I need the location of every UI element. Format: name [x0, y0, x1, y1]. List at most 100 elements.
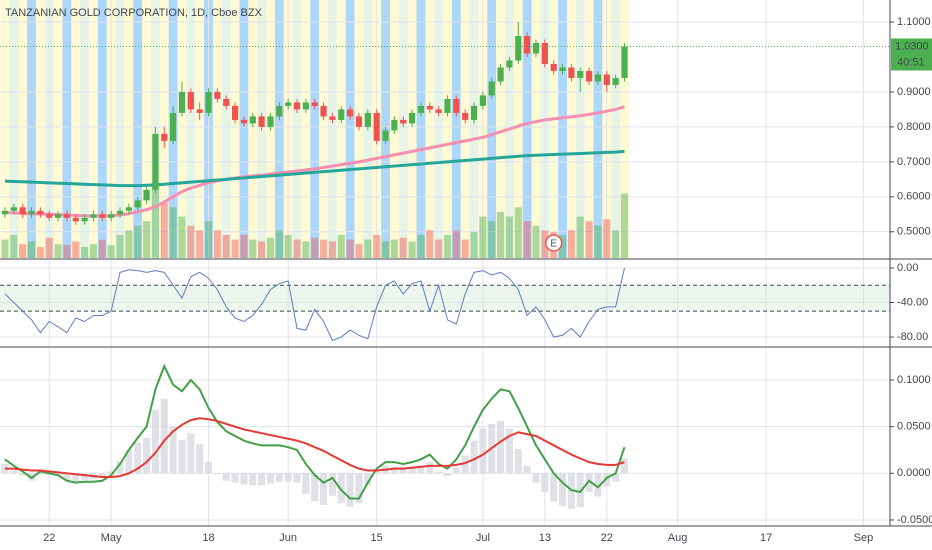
candle-body — [391, 119, 398, 131]
y-tick-label: -80.00 — [897, 331, 928, 343]
volume-bar — [399, 237, 407, 258]
x-tick-label: 22 — [601, 532, 613, 544]
y-tick-label: 0.0500 — [897, 421, 931, 433]
volume-bar — [151, 184, 159, 258]
volume-bar — [10, 234, 18, 258]
volume-bar — [497, 211, 505, 258]
bg-stripe — [133, 0, 143, 258]
histogram-bar — [612, 473, 620, 482]
candle-body — [170, 112, 177, 141]
candle-body — [125, 207, 132, 211]
volume-bar — [134, 225, 142, 258]
histogram-bar — [470, 440, 478, 474]
candle-body — [311, 102, 318, 106]
volume-bar — [311, 237, 319, 258]
candle-body — [320, 105, 327, 117]
histogram-bar — [479, 428, 487, 474]
volume-bar — [231, 239, 239, 258]
volume-bar — [81, 246, 89, 258]
histogram-bar — [550, 473, 558, 502]
volume-bar — [505, 216, 513, 258]
bg-stripe — [434, 0, 444, 258]
candle-body — [276, 105, 283, 117]
volume-bar — [54, 244, 62, 258]
candle-body — [90, 214, 97, 218]
candle-body — [72, 217, 79, 222]
volume-bar — [532, 225, 540, 258]
histogram-bar — [169, 426, 177, 474]
bg-stripe — [9, 0, 19, 258]
bg-stripe — [53, 0, 63, 258]
volume-bar — [160, 202, 168, 258]
volume-bar — [461, 239, 469, 258]
histogram-bar — [576, 473, 584, 507]
last-price-label: 1.0300 — [895, 40, 929, 52]
histogram-bar — [390, 466, 398, 474]
bg-stripe — [27, 0, 36, 258]
candle-body — [550, 63, 557, 71]
volume-bar — [293, 239, 301, 258]
volume-bar — [125, 230, 133, 258]
histogram-bar — [143, 437, 151, 474]
histogram-bar — [293, 473, 301, 483]
indicator-line — [4, 267, 625, 342]
level-band — [0, 285, 890, 312]
histogram-bar — [373, 471, 381, 474]
bg-stripe — [239, 0, 249, 258]
histogram-bar — [19, 473, 27, 476]
candle-body — [541, 43, 548, 64]
bg-stripe — [177, 0, 187, 258]
histogram-bar — [452, 467, 460, 474]
histogram-bar — [240, 473, 248, 485]
volume-bar — [470, 232, 478, 258]
volume-bar — [603, 219, 611, 258]
candle-body — [400, 119, 407, 124]
volume-bar — [373, 234, 381, 258]
volume-bar — [258, 241, 266, 258]
histogram-bar — [523, 465, 531, 474]
volume-bar — [19, 244, 27, 258]
moving-average — [4, 149, 625, 188]
volume-bar — [337, 234, 345, 258]
bg-stripe — [301, 0, 311, 258]
event-label: E — [550, 239, 557, 250]
bg-stripe — [18, 0, 28, 258]
histogram-bar — [196, 444, 204, 474]
histogram-bar — [231, 473, 239, 483]
histogram-bar — [620, 458, 629, 474]
volume-bar — [523, 221, 531, 258]
event-marker — [544, 234, 563, 252]
candle-body — [231, 105, 239, 120]
volume-bar — [27, 241, 36, 258]
candle-body — [258, 116, 265, 127]
volume-bar — [187, 225, 195, 258]
candle-body — [559, 67, 566, 71]
histogram-bar — [187, 433, 195, 474]
x-tick-label: Jun — [279, 532, 297, 544]
candle-body — [568, 67, 575, 78]
candle-body — [10, 207, 17, 211]
candle-body — [621, 46, 628, 78]
candle-body — [612, 77, 619, 85]
x-tick-label: Aug — [668, 532, 688, 544]
bg-stripe — [425, 0, 435, 258]
histogram-bar — [497, 421, 505, 474]
candle-body — [408, 112, 416, 124]
volume-bar — [435, 239, 443, 258]
candle-body — [240, 119, 248, 124]
volume-bar — [488, 221, 496, 258]
volume-bar — [36, 246, 44, 258]
volume-bar — [302, 241, 310, 258]
candle-body — [594, 74, 602, 82]
histogram-bar — [435, 471, 443, 474]
volume-bar — [443, 234, 452, 258]
histogram-bar — [249, 473, 257, 486]
bg-stripe — [292, 0, 302, 258]
candle-body — [116, 210, 124, 215]
candle-body — [479, 95, 486, 106]
candle-body — [453, 98, 460, 113]
candle-body — [338, 109, 345, 120]
candle-body — [214, 91, 221, 99]
